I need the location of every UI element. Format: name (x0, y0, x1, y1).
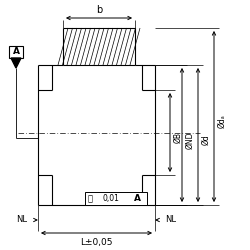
Text: Ød: Ød (201, 134, 210, 145)
Text: A: A (134, 194, 140, 203)
Text: Ødₐ: Ødₐ (217, 114, 226, 128)
Text: A: A (12, 48, 20, 56)
Bar (9, 46, 23, 58)
Text: b: b (96, 5, 102, 15)
Text: ⌗: ⌗ (88, 194, 92, 203)
Text: NL: NL (16, 216, 28, 224)
Text: 0,01: 0,01 (102, 194, 120, 203)
Text: ØB: ØB (173, 132, 182, 143)
Text: L±0,05: L±0,05 (80, 238, 113, 247)
Text: ØND: ØND (185, 131, 194, 149)
Polygon shape (11, 58, 21, 68)
Bar (85, 192, 147, 205)
Text: NL: NL (166, 216, 176, 224)
